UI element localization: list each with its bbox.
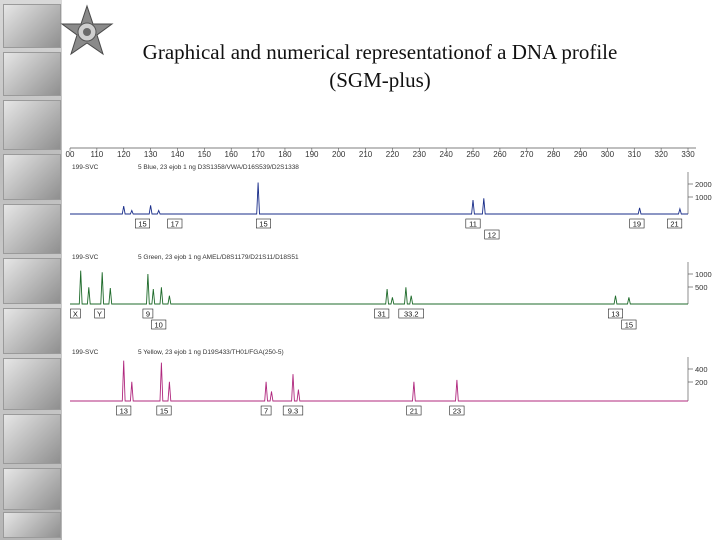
y-tick-label: 500 [695,283,708,292]
allele-label-box [282,405,304,416]
x-tick-label: 210 [359,150,373,159]
x-tick-label: 230 [413,150,427,159]
allele-label: 15 [160,407,168,416]
lab-photo-tile [3,4,61,48]
allele-label: X [73,310,78,319]
allele-label: 21 [670,220,678,229]
y-tick-label: 1000 [695,193,712,202]
x-tick-label: 140 [171,150,185,159]
allele-label-box [94,308,105,319]
allele-label-box [607,308,623,319]
allele-label: 13 [120,407,128,416]
x-tick-label: 240 [439,150,453,159]
x-tick-label: 00 [66,150,75,159]
allele-label: 13 [611,310,619,319]
x-tick-label: 310 [628,150,642,159]
dna-photo-tile [3,204,61,254]
x-tick-label: 290 [574,150,588,159]
allele-label-box [398,308,424,319]
x-tick-label: 270 [520,150,534,159]
allele-label-box [135,218,151,229]
allele-label-box [374,308,390,319]
x-tick-label: 300 [601,150,615,159]
allele-label: 12 [488,231,496,240]
x-tick-label: 110 [90,150,103,159]
allele-label: 9 [146,310,150,319]
y-tick-label: 2000 [695,180,712,189]
panel-yellow-trace [70,360,688,402]
allele-label: Y [97,310,102,319]
allele-label: 21 [410,407,418,416]
allele-label: 19 [633,220,641,229]
x-tick-label: 200 [332,150,346,159]
x-tick-label: 130 [144,150,158,159]
x-tick-label: 320 [654,150,668,159]
slide-title-line-2: (SGM-plus) [329,68,431,92]
allele-label-box [449,405,465,416]
allele-label-box [406,405,422,416]
electropherogram-chart: 00 110 120 130 140 150 160 170 180 190 200 210 220 23… [66,147,712,416]
x-tick-label: 190 [305,150,319,159]
allele-label: 9.3 [288,407,298,416]
allele-label-box [156,405,172,416]
panel-green-trace [70,270,688,305]
allele-label-box [465,218,481,229]
allele-label-box [260,405,272,416]
allele-label-box [484,229,500,240]
panel-blue-trace [70,182,688,215]
allele-label-box [116,405,132,416]
police-star-badge-icon [60,4,114,56]
allele-label: 7 [264,407,268,416]
allele-label: 15 [625,321,633,330]
panel-yellow-header: 5 Yellow, 23 ejob 1 ng D19S433/TH01/FGA(… [138,349,284,356]
allele-label: 10 [154,321,162,330]
allele-label-box [167,218,183,229]
panel-blue-header: 5 Blue, 23 ejob 1 ng D3S1358/VWA/D16S539… [138,164,299,171]
allele-label-box [629,218,645,229]
laptop-photo-tile [3,154,61,200]
allele-label-box [142,308,154,319]
y-tick-label: 200 [695,378,708,387]
panel-green-header: 5 Green, 23 ejob 1 ng AMEL/D8S1179/D21S1… [138,254,299,261]
x-tick-label: 120 [117,150,131,159]
allele-label: 11 [469,220,477,229]
allele-label: 33.2 [404,310,419,319]
y-tick-label: 1000 [695,270,712,279]
lab-worker-photo-tile [3,308,61,354]
decorative-photo-strip [0,0,62,540]
x-tick-label: 160 [225,150,239,159]
allele-label-box [70,308,81,319]
allele-label: 15 [138,220,146,229]
allele-label: 23 [453,407,461,416]
y-tick-label: 400 [695,365,708,374]
lab-photo-tile [3,512,61,538]
x-tick-label: 180 [278,150,292,159]
x-tick-label: 220 [386,150,400,159]
cartridges-photo-tile [3,258,61,304]
x-tick-label: 250 [466,150,480,159]
allele-label-box [151,319,167,330]
panel-blue-sample-label: 199-SVC [72,164,99,171]
allele-label: 15 [259,220,267,229]
equipment-photo-tile [3,358,61,410]
x-tick-label: 280 [547,150,561,159]
panel-yellow-sample-label: 199-SVC [72,349,99,356]
lab-photo-tile [3,468,61,510]
x-tick-label: 150 [198,150,212,159]
lab-photo-tile [3,52,61,96]
allele-label-box [256,218,272,229]
panel-green-sample-label: 199-SVC [72,254,99,261]
x-tick-label: 170 [251,150,265,159]
slide-title-line-1: Graphical and numerical representationof… [142,40,618,64]
allele-label-box [667,218,683,229]
slide-title: Graphical and numerical representationof… [70,38,690,94]
allele-label-box [621,319,637,330]
allele-label: 17 [171,220,179,229]
allele-label: 31 [378,310,386,319]
x-tick-label: 330 [681,150,695,159]
microscope-photo-tile [3,100,61,150]
lab-photo-tile [3,414,61,464]
x-tick-label: 260 [493,150,507,159]
